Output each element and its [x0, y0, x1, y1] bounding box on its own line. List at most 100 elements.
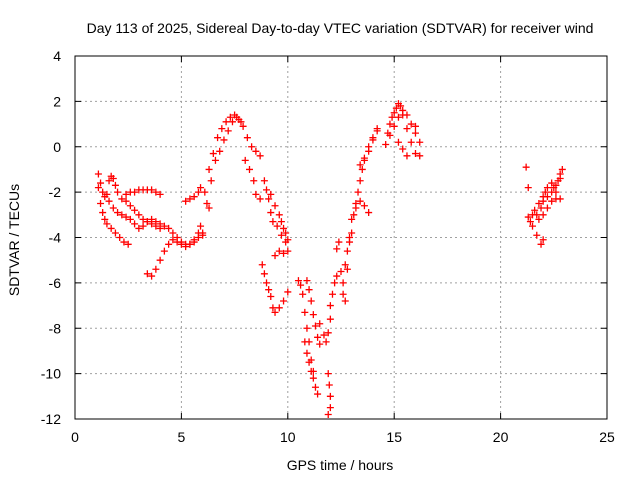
data-point	[131, 188, 139, 196]
data-point	[165, 240, 173, 248]
data-point	[122, 190, 130, 198]
data-point	[303, 277, 311, 285]
data-point	[360, 202, 368, 210]
data-point	[216, 147, 224, 155]
data-point	[284, 247, 292, 255]
data-point	[337, 268, 345, 276]
data-point	[235, 116, 243, 124]
data-point	[273, 222, 281, 230]
data-point	[190, 238, 198, 246]
data-point	[320, 331, 328, 339]
data-point	[539, 197, 547, 205]
data-point	[348, 215, 356, 223]
data-point	[160, 222, 168, 230]
data-point	[173, 238, 181, 246]
data-point	[282, 229, 290, 237]
data-point	[346, 234, 354, 241]
data-point	[303, 324, 311, 332]
y-tick-label: -4	[49, 230, 62, 246]
x-axis-label: GPS time / hours	[287, 457, 394, 473]
x-tick-label: 20	[493, 429, 509, 445]
data-point	[416, 138, 424, 146]
data-point	[194, 234, 202, 241]
data-point	[275, 211, 283, 219]
data-point	[124, 240, 132, 248]
data-point	[169, 229, 177, 237]
data-point	[303, 349, 311, 357]
data-point	[109, 175, 117, 183]
data-point	[94, 170, 102, 178]
data-point	[522, 163, 530, 171]
data-point	[131, 206, 139, 214]
data-point	[118, 195, 126, 203]
data-point	[356, 161, 364, 169]
data-point	[190, 193, 198, 201]
data-point	[294, 277, 302, 285]
data-point	[411, 129, 419, 137]
data-point	[201, 188, 209, 196]
data-point	[309, 374, 317, 382]
data-point	[537, 240, 545, 248]
data-point	[126, 202, 134, 210]
data-point	[282, 238, 290, 246]
data-point	[177, 240, 185, 248]
data-point	[524, 213, 532, 221]
data-point	[239, 122, 247, 130]
data-point	[311, 383, 319, 391]
data-point	[331, 279, 339, 287]
data-point	[537, 204, 545, 212]
y-tick-label: -2	[49, 184, 62, 200]
data-point	[339, 290, 347, 298]
data-point	[241, 156, 249, 164]
y-tick-label: 2	[53, 93, 61, 109]
data-point	[354, 188, 362, 196]
data-point	[277, 231, 285, 239]
data-point	[122, 197, 130, 205]
data-point	[309, 311, 317, 319]
data-point	[156, 256, 164, 264]
data-point	[284, 288, 292, 296]
data-point	[207, 177, 215, 185]
data-point	[526, 218, 534, 226]
data-point	[205, 204, 213, 212]
data-point	[182, 243, 190, 251]
data-point	[407, 138, 415, 146]
data-point	[186, 240, 194, 248]
data-point	[160, 247, 168, 255]
data-point	[218, 125, 226, 133]
y-tick-labels: 4 2 0 -2 -4 -6 -8 -10 -12	[41, 48, 61, 427]
data-point	[245, 165, 253, 173]
x-tick-label: 25	[599, 429, 615, 445]
chart-title: Day 113 of 2025, Sidereal Day-to-day VTE…	[87, 20, 594, 36]
data-point	[114, 188, 122, 196]
data-point	[265, 195, 273, 203]
data-point	[260, 270, 268, 278]
data-point	[107, 224, 115, 232]
data-point	[403, 111, 411, 119]
data-point	[343, 265, 351, 273]
data-point	[97, 179, 105, 187]
data-point	[222, 118, 230, 126]
data-point	[543, 204, 551, 212]
data-point	[343, 247, 351, 255]
data-point	[297, 281, 305, 289]
data-point	[307, 297, 315, 305]
data-point	[126, 215, 134, 223]
data-point	[314, 333, 322, 341]
data-point	[356, 197, 364, 205]
data-point	[156, 224, 164, 232]
data-point	[252, 190, 260, 198]
data-point	[228, 118, 236, 126]
data-point	[305, 286, 313, 294]
data-point	[416, 152, 424, 160]
data-point	[316, 320, 324, 328]
data-point	[533, 231, 541, 239]
data-point	[399, 106, 407, 114]
data-point	[203, 199, 211, 207]
data-point	[148, 272, 156, 280]
axis-ticks	[74, 55, 608, 420]
data-point	[111, 229, 119, 237]
data-point	[220, 136, 228, 144]
data-point	[211, 156, 219, 164]
